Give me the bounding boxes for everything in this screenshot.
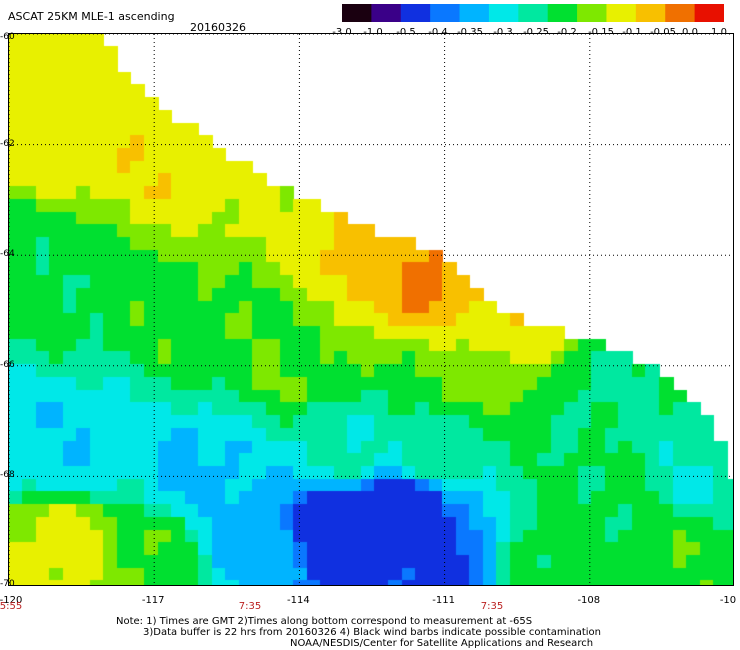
x-tick-label: -120 [0,595,23,606]
grid-overlay [9,34,733,585]
colorbar-label: -0.05 [650,27,676,38]
plot-area [8,33,734,586]
colorbar-swatch [635,4,666,22]
x-tick-label: -10 [719,595,737,606]
colorbar-label: 1.0 [711,27,727,38]
footer-credit: NOAA/NESDIS/Center for Satellite Applica… [290,638,594,649]
x-tick-label: -111 [432,595,455,606]
colorbar-swatch [665,4,696,22]
colorbar-label: -0.3 [493,27,513,38]
y-tick-label: -66 [0,359,15,370]
colorbar-label: -0.25 [523,27,549,38]
colorbar-label: -0.4 [428,27,448,38]
colorbar-swatch [518,4,549,22]
colorbar-label: 0.0 [682,27,698,38]
colorbar-swatch [488,4,519,22]
colorbar-swatch [371,4,402,22]
colorbar-label: -0.2 [557,27,577,38]
footer-note-line2: 3)Data buffer is 22 hrs from 20160326 4)… [143,627,601,638]
colorbar-label: -1.0 [363,27,383,38]
colorbar-swatch [606,4,637,22]
colorbar-swatch [342,4,372,22]
x-tick-label: -117 [141,595,165,606]
x-tick-label: -114 [287,595,310,606]
y-tick-label: -62 [0,138,15,149]
colorbar-label: -0.5 [396,27,416,38]
time-label: 7:35 [238,601,262,612]
colorbar-label: -3.0 [332,27,352,38]
time-label: 5:55 [0,601,23,612]
chart-title: ASCAT 25KM MLE-1 ascending [8,10,175,23]
colorbar-label: -0.1 [622,27,642,38]
heatmap-canvas [9,34,733,585]
colorbar-swatch [694,4,724,22]
x-tick-label: -108 [577,595,601,606]
chart-date: 20160326 [190,21,246,34]
y-tick-label: -70 [0,579,15,589]
y-tick-label: -60 [0,32,15,42]
colorbar-swatch [400,4,431,22]
colorbar-swatch [459,4,490,22]
footer-note-line1: Note: 1) Times are GMT 2)Times along bot… [116,616,533,627]
y-tick-label: -64 [0,249,15,260]
colorbar-swatch [547,4,578,22]
y-tick-label: -68 [0,470,15,481]
time-label: 7:35 [480,601,504,612]
colorbar-label: -0.15 [588,27,614,38]
colorbar [342,4,724,22]
colorbar-swatch [577,4,607,22]
colorbar-label: -0.35 [457,27,483,38]
colorbar-swatch [430,4,461,22]
